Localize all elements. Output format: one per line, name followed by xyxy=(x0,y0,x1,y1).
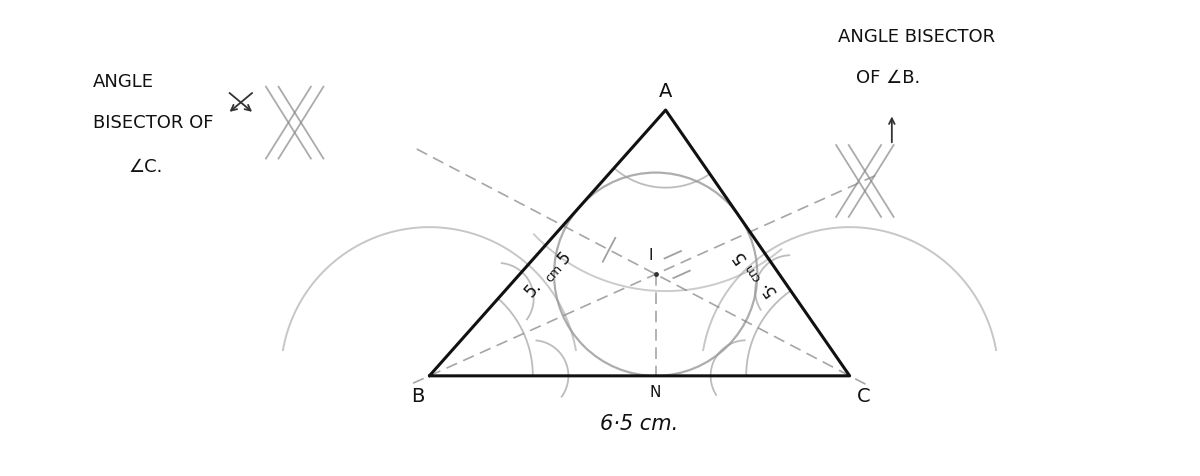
Text: N: N xyxy=(650,385,661,400)
Text: cm: cm xyxy=(742,260,763,283)
Text: 5: 5 xyxy=(728,246,750,266)
Text: 5.: 5. xyxy=(521,278,545,301)
Text: ANGLE BISECTOR: ANGLE BISECTOR xyxy=(838,28,995,46)
Text: ∠C.: ∠C. xyxy=(128,159,163,177)
Text: BISECTOR OF: BISECTOR OF xyxy=(92,114,214,131)
Text: 5·: 5· xyxy=(756,276,780,299)
Text: A: A xyxy=(659,82,672,101)
Text: 5: 5 xyxy=(554,248,575,268)
Text: B: B xyxy=(412,387,425,406)
Text: 6·5 cm.: 6·5 cm. xyxy=(600,414,679,434)
Text: C: C xyxy=(857,387,870,406)
Text: cm: cm xyxy=(542,263,565,286)
Text: OF ∠B.: OF ∠B. xyxy=(856,69,920,87)
Text: ANGLE: ANGLE xyxy=(92,73,154,91)
Text: I: I xyxy=(649,248,654,263)
